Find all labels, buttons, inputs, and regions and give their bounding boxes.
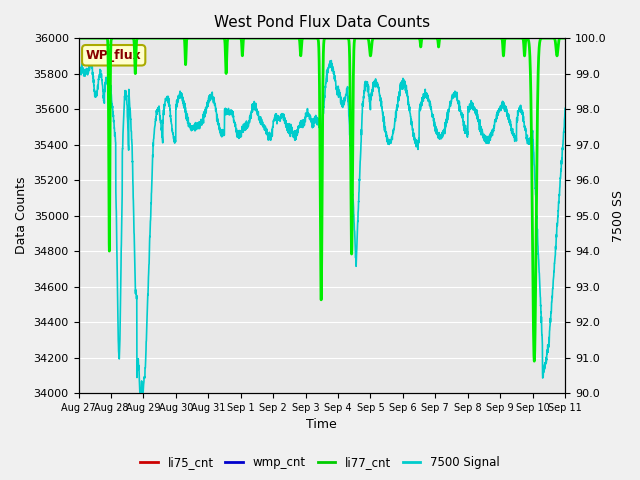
Title: West Pond Flux Data Counts: West Pond Flux Data Counts xyxy=(214,15,430,30)
X-axis label: Time: Time xyxy=(307,419,337,432)
Legend: li75_cnt, wmp_cnt, li77_cnt, 7500 Signal: li75_cnt, wmp_cnt, li77_cnt, 7500 Signal xyxy=(136,452,504,474)
Text: WP_flux: WP_flux xyxy=(86,49,141,62)
Y-axis label: 7500 SS: 7500 SS xyxy=(612,190,625,241)
Y-axis label: Data Counts: Data Counts xyxy=(15,177,28,254)
